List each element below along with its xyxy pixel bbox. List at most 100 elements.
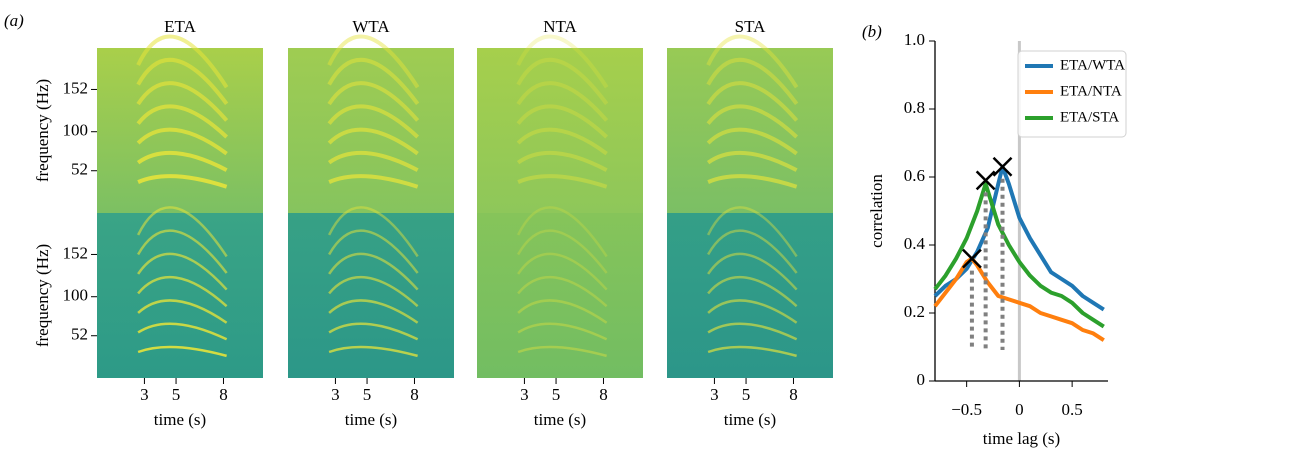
panel-label: (a) (4, 11, 24, 30)
x-axis-label: time (s) (345, 410, 397, 429)
x-tick-label: 5 (363, 385, 372, 404)
harmonic (517, 252, 608, 291)
y-axis-label: frequency (Hz) (33, 244, 52, 347)
spectrogram-image (97, 213, 263, 378)
harmonic (137, 174, 228, 189)
x-tick-label: 0.5 (1062, 400, 1083, 419)
legend-label: ETA/NTA (1060, 83, 1122, 99)
harmonic (706, 206, 798, 258)
harmonic (328, 299, 419, 324)
harmonic (328, 275, 419, 308)
harmonic (136, 206, 228, 258)
y-tick-label: 152 (63, 243, 89, 262)
panel-title: STA (735, 17, 766, 36)
harmonic (706, 34, 799, 89)
panel-label: (b) (862, 22, 882, 41)
y-tick-label: 52 (71, 160, 88, 179)
harmonic (327, 81, 420, 122)
y-tick-label: 0.8 (904, 98, 925, 117)
spectrogram-image (288, 213, 454, 378)
legend-label: ETA/WTA (1060, 57, 1125, 73)
x-tick-label: −0.5 (951, 400, 982, 419)
line-series (933, 181, 1105, 329)
harmonic (328, 229, 419, 274)
x-axis-label: time lag (s) (983, 429, 1060, 448)
y-tick-label: 100 (63, 121, 89, 140)
harmonic (327, 57, 420, 106)
x-tick-label: 0 (1015, 400, 1024, 419)
harmonic (328, 252, 419, 291)
harmonic (137, 345, 227, 358)
harmonic (328, 345, 418, 358)
harmonic (327, 127, 419, 156)
harmonic (516, 81, 609, 122)
peak-marker (962, 248, 982, 269)
harmonic (328, 322, 419, 341)
x-tick-label: 8 (219, 385, 228, 404)
y-tick-label: 100 (63, 286, 89, 305)
harmonic (136, 127, 228, 156)
harmonic (327, 104, 420, 139)
harmonic (706, 127, 798, 156)
harmonic (137, 252, 228, 291)
spectrogram-image (667, 213, 833, 378)
harmonic (517, 229, 608, 274)
y-tick-label: 52 (71, 325, 88, 344)
harmonic (136, 34, 229, 89)
panel-title: NTA (543, 17, 577, 36)
harmonic (516, 150, 608, 172)
x-axis-label: time (s) (724, 410, 776, 429)
harmonic (707, 252, 798, 291)
harmonic (327, 34, 420, 89)
peak-marker (975, 170, 996, 191)
harmonic (706, 150, 798, 172)
harmonic (517, 345, 607, 358)
harmonic (706, 81, 799, 122)
harmonic (707, 275, 798, 308)
harmonic (327, 150, 419, 172)
x-tick-label: 5 (172, 385, 181, 404)
harmonic (137, 275, 228, 308)
x-tick-label: 8 (789, 385, 798, 404)
x-tick-label: 5 (552, 385, 561, 404)
harmonic (707, 174, 798, 189)
harmonic (137, 322, 228, 341)
harmonic (516, 104, 609, 139)
x-tick-label: 8 (599, 385, 608, 404)
harmonic (517, 275, 608, 308)
spectrogram-image (477, 48, 643, 213)
panel-title: WTA (352, 17, 390, 36)
x-tick-label: 3 (710, 385, 719, 404)
peak-marker (992, 156, 1013, 177)
x-tick-label: 3 (331, 385, 340, 404)
spectrogram-image (477, 213, 643, 378)
harmonic (707, 299, 798, 324)
harmonic (136, 150, 228, 172)
harmonic (137, 299, 228, 324)
harmonic (516, 57, 609, 106)
harmonic (327, 206, 419, 258)
legend-label: ETA/STA (1060, 109, 1119, 125)
y-axis-label: frequency (Hz) (33, 79, 52, 182)
harmonic (706, 104, 799, 139)
x-tick-label: 5 (742, 385, 751, 404)
harmonic (136, 57, 229, 106)
panel-title: ETA (164, 17, 196, 36)
harmonic (707, 229, 798, 274)
y-axis-label: correlation (867, 174, 886, 248)
harmonic (136, 81, 229, 122)
y-tick-label: 0.4 (904, 234, 926, 253)
harmonic (137, 229, 228, 274)
y-tick-label: 0 (917, 370, 926, 389)
harmonic (516, 206, 608, 258)
y-tick-label: 1.0 (904, 30, 925, 49)
x-tick-label: 3 (520, 385, 529, 404)
harmonic (136, 104, 229, 139)
harmonic (706, 57, 799, 106)
x-tick-label: 3 (140, 385, 149, 404)
harmonic (516, 34, 609, 89)
line-series (933, 164, 1105, 312)
harmonic (328, 174, 419, 189)
harmonic (707, 322, 798, 341)
